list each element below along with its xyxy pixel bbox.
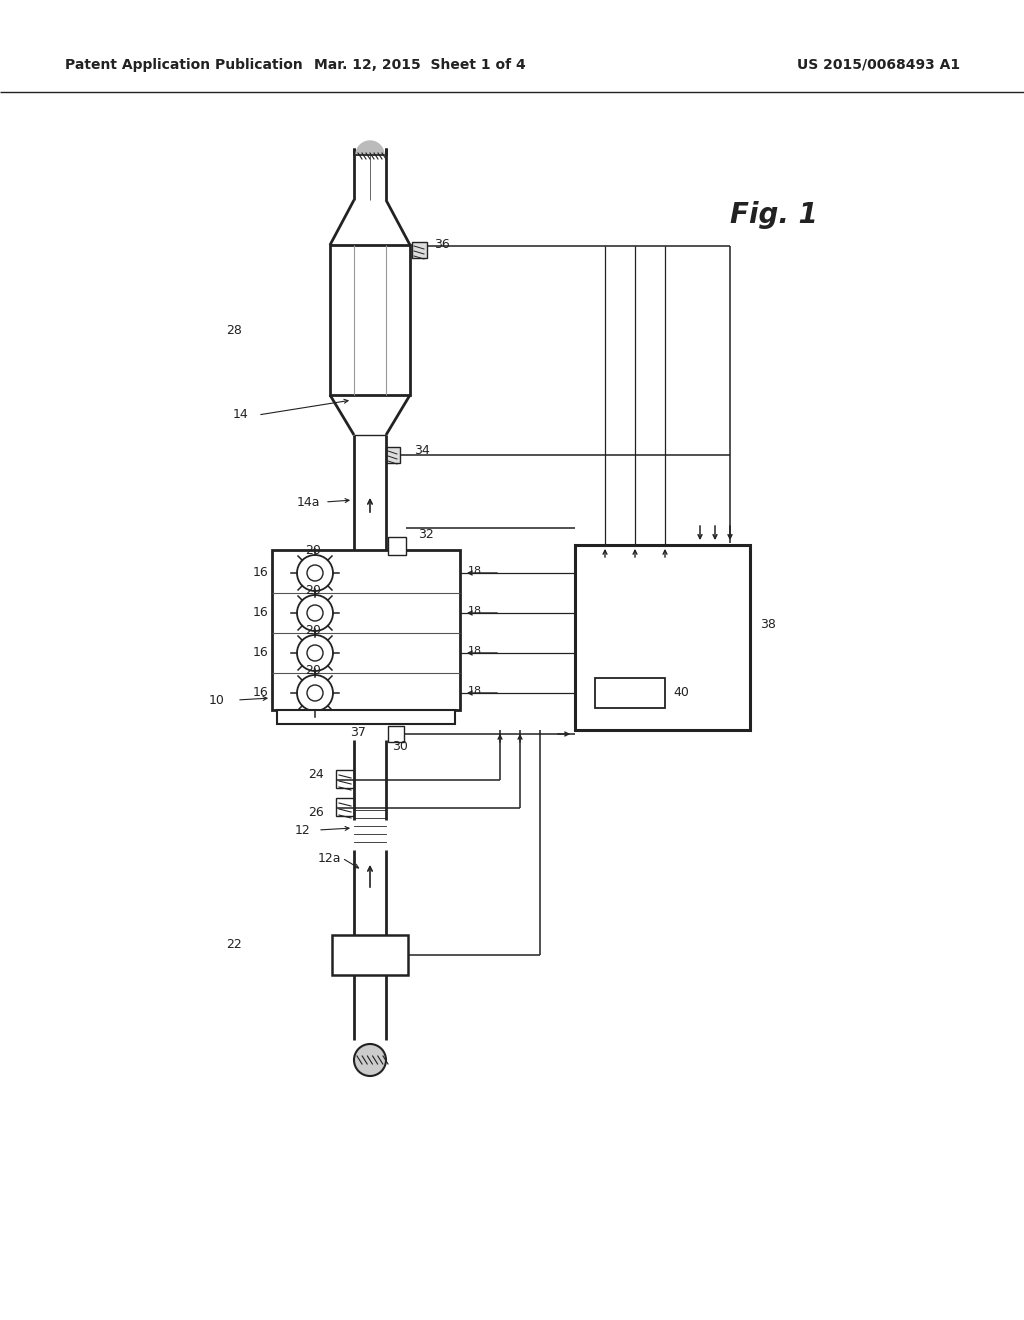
Text: 37: 37 xyxy=(350,726,366,738)
Text: 14a: 14a xyxy=(297,495,319,508)
Text: 38: 38 xyxy=(760,619,776,631)
Text: 20: 20 xyxy=(305,585,321,598)
FancyBboxPatch shape xyxy=(386,447,400,463)
Text: 18: 18 xyxy=(468,686,482,696)
Text: 20: 20 xyxy=(305,624,321,638)
Text: Fig. 1: Fig. 1 xyxy=(730,201,818,228)
Bar xyxy=(272,550,460,710)
FancyBboxPatch shape xyxy=(388,537,406,554)
Bar xyxy=(330,246,410,395)
Bar xyxy=(575,545,750,730)
Polygon shape xyxy=(356,141,384,154)
Text: 30: 30 xyxy=(392,739,408,752)
Text: 16: 16 xyxy=(252,647,268,660)
Text: Mar. 12, 2015  Sheet 1 of 4: Mar. 12, 2015 Sheet 1 of 4 xyxy=(314,58,526,73)
Text: 16: 16 xyxy=(252,566,268,579)
Text: 18: 18 xyxy=(468,606,482,616)
Text: 24: 24 xyxy=(308,767,324,780)
FancyBboxPatch shape xyxy=(412,242,427,257)
Bar xyxy=(332,935,408,975)
FancyBboxPatch shape xyxy=(336,770,354,788)
Text: 28: 28 xyxy=(226,323,242,337)
Text: 18: 18 xyxy=(468,645,482,656)
Text: 18: 18 xyxy=(468,566,482,576)
Text: 32: 32 xyxy=(418,528,434,541)
Bar xyxy=(278,710,455,723)
Text: 26: 26 xyxy=(308,805,324,818)
Text: 34: 34 xyxy=(414,445,430,458)
Text: 16: 16 xyxy=(252,606,268,619)
Text: 22: 22 xyxy=(226,939,242,952)
FancyBboxPatch shape xyxy=(388,726,404,742)
Text: 36: 36 xyxy=(434,238,450,251)
Text: 20: 20 xyxy=(305,664,321,677)
Text: 40: 40 xyxy=(673,686,689,700)
Text: 16: 16 xyxy=(252,686,268,700)
Text: 12: 12 xyxy=(294,824,310,837)
Circle shape xyxy=(354,1044,386,1076)
FancyBboxPatch shape xyxy=(336,799,354,816)
Text: 10: 10 xyxy=(209,693,225,706)
Text: 12a: 12a xyxy=(318,851,341,865)
Text: US 2015/0068493 A1: US 2015/0068493 A1 xyxy=(797,58,961,73)
Text: 14: 14 xyxy=(232,408,248,421)
Text: Patent Application Publication: Patent Application Publication xyxy=(65,58,303,73)
Text: 20: 20 xyxy=(305,544,321,557)
Bar xyxy=(595,678,665,708)
